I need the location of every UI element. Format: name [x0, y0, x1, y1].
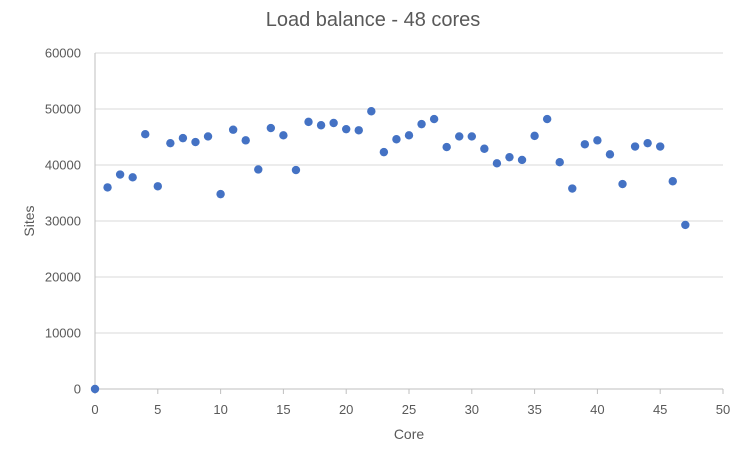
- y-axis-title: Sites: [21, 205, 37, 236]
- data-point: [128, 173, 137, 182]
- data-point: [354, 126, 363, 135]
- data-point: [279, 131, 288, 140]
- x-tick-label: 50: [716, 402, 730, 417]
- x-tick-label: 10: [213, 402, 227, 417]
- data-point: [153, 182, 162, 191]
- x-tick-label: 45: [653, 402, 667, 417]
- y-tick-label: 20000: [45, 270, 81, 285]
- data-point: [429, 114, 439, 124]
- data-point: [266, 123, 276, 133]
- data-point: [681, 220, 690, 230]
- x-tick-label: 5: [154, 402, 161, 417]
- data-point: [542, 114, 552, 124]
- y-tick-label: 10000: [45, 326, 81, 341]
- data-point: [630, 142, 640, 151]
- data-point: [304, 117, 313, 127]
- data-point: [517, 155, 527, 165]
- data-point: [442, 142, 451, 152]
- data-point: [379, 147, 389, 157]
- x-tick-labels: 0 5 10 15 20 25 30 35 40 45 50: [91, 402, 730, 417]
- x-tick-label: 15: [276, 402, 290, 417]
- x-tick-label: 35: [527, 402, 541, 417]
- data-point: [580, 140, 590, 149]
- y-tick-label: 50000: [45, 102, 81, 117]
- data-point: [643, 138, 652, 148]
- y-tick-labels: 0 10000 20000 30000 40000 50000 60000: [45, 46, 81, 397]
- x-tick-label: 40: [590, 402, 604, 417]
- data-point: [568, 184, 577, 193]
- data-point: [342, 124, 351, 134]
- y-tick-label: 0: [74, 382, 81, 397]
- data-point: [254, 165, 263, 174]
- data-point: [404, 131, 414, 140]
- data-point: [115, 170, 125, 179]
- data-point: [90, 384, 100, 394]
- data-point: [291, 165, 301, 175]
- data-point: [618, 179, 627, 189]
- data-point: [191, 137, 200, 147]
- data-point: [216, 189, 225, 199]
- data-point: [166, 138, 175, 148]
- data-point: [480, 144, 489, 153]
- data-point: [178, 133, 188, 143]
- y-tick-label: 40000: [45, 158, 81, 173]
- data-point: [467, 132, 476, 141]
- x-axis-title: Core: [394, 426, 425, 442]
- data-point: [141, 130, 150, 139]
- data-point: [392, 135, 401, 144]
- x-tick-label: 0: [91, 402, 98, 417]
- data-point: [228, 125, 238, 134]
- data-point: [555, 158, 564, 167]
- y-tick-label: 30000: [45, 214, 81, 229]
- data-point: [656, 142, 665, 151]
- gridlines: [95, 52, 723, 334]
- data-point: [593, 136, 602, 145]
- data-point: [241, 136, 250, 145]
- data-point: [530, 131, 539, 141]
- data-point: [203, 132, 213, 141]
- x-tick-label: 25: [402, 402, 416, 417]
- data-point: [329, 118, 338, 128]
- axes: [94, 53, 724, 394]
- x-tick-label: 30: [465, 402, 479, 417]
- data-point: [505, 152, 514, 162]
- data-point: [417, 119, 426, 129]
- data-point: [367, 107, 376, 116]
- y-tick-label: 60000: [45, 46, 81, 61]
- data-point: [605, 150, 615, 159]
- x-tick-label: 20: [339, 402, 353, 417]
- data-point: [492, 159, 502, 168]
- data-point: [668, 177, 677, 186]
- data-points: [90, 107, 690, 394]
- chart-title: Load balance - 48 cores: [266, 9, 481, 31]
- data-point: [316, 121, 326, 130]
- data-point: [103, 183, 112, 192]
- data-point: [455, 132, 464, 141]
